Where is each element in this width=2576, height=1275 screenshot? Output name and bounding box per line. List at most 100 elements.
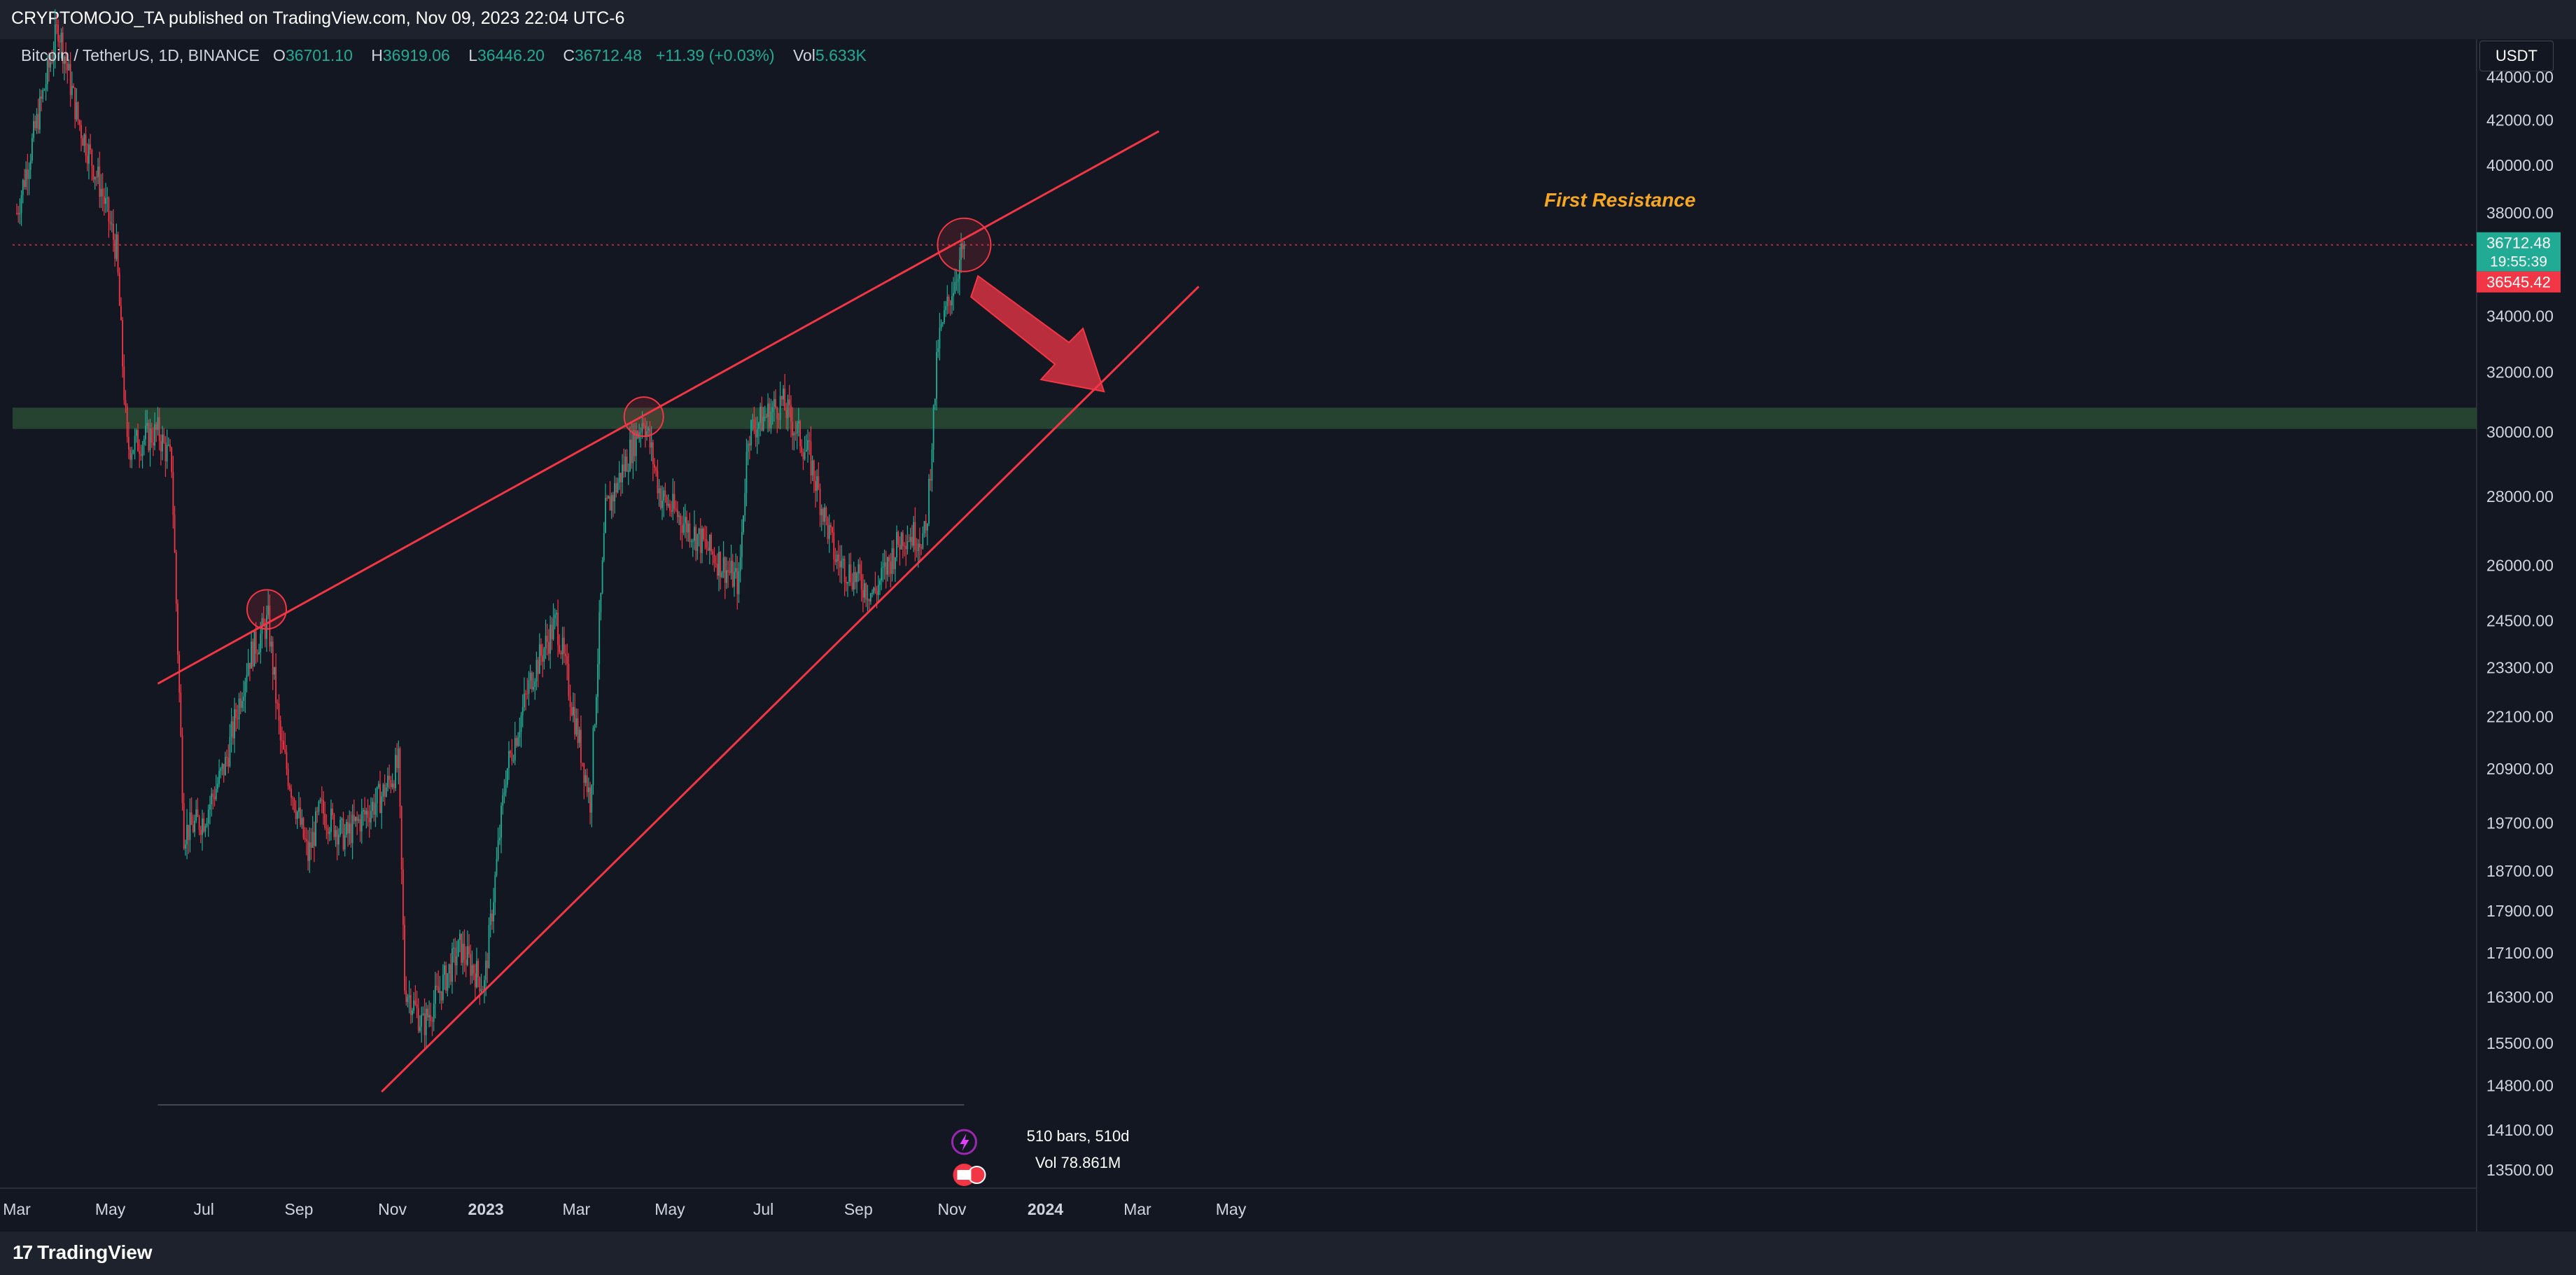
- candle-body: [771, 407, 774, 412]
- candle-body: [90, 144, 92, 150]
- candle-body: [125, 400, 127, 407]
- candle-body: [99, 166, 101, 197]
- candle-body: [744, 493, 746, 515]
- candle-body: [833, 532, 835, 559]
- candle-body: [100, 188, 102, 197]
- price-tick-label: 42000.00: [2486, 111, 2554, 130]
- candle-body: [594, 724, 596, 728]
- candle-body: [931, 450, 933, 481]
- chart-area[interactable]: [0, 39, 2576, 1232]
- candle-body: [583, 763, 585, 783]
- candle-body: [78, 120, 80, 125]
- candle-body: [543, 648, 545, 662]
- candle-body: [310, 842, 312, 848]
- candle-body: [109, 221, 111, 224]
- candle-body: [949, 300, 951, 306]
- candle-body: [637, 431, 638, 439]
- candle-body: [29, 160, 31, 170]
- candle-body: [925, 521, 927, 531]
- candle-body: [732, 560, 734, 587]
- candle-body: [379, 783, 381, 814]
- candle-body: [844, 559, 846, 583]
- candle-body: [769, 403, 771, 429]
- candle-body: [545, 636, 547, 649]
- candle-body: [103, 196, 105, 204]
- price-tick-label: 34000.00: [2486, 307, 2554, 325]
- candle-body: [372, 802, 373, 811]
- candle-body: [407, 997, 409, 1003]
- candle-body: [493, 902, 494, 921]
- candle-body: [436, 985, 438, 987]
- candle-body: [922, 533, 924, 549]
- high-label: H: [371, 46, 383, 64]
- candle-body: [920, 547, 922, 549]
- candle-body: [703, 528, 705, 540]
- candle-body: [936, 351, 937, 399]
- candle-body: [345, 822, 347, 835]
- candle-body: [626, 457, 628, 472]
- candle-body: [807, 440, 808, 450]
- candle-body: [783, 389, 784, 400]
- candle-body: [686, 517, 687, 533]
- time-tick-label: Sep: [284, 1200, 313, 1218]
- candle-body: [447, 973, 449, 991]
- candle-body: [275, 667, 277, 703]
- candle-body: [948, 296, 950, 301]
- candle-body: [591, 785, 593, 813]
- candle-body: [623, 464, 625, 472]
- flag-stripe-icon: [957, 1170, 972, 1180]
- price-tick-label: 14800.00: [2486, 1076, 2554, 1094]
- candle-body: [533, 686, 534, 690]
- candle-body: [73, 85, 74, 88]
- down-arrow-icon: [969, 274, 1105, 393]
- time-tick-label: Nov: [937, 1200, 966, 1218]
- candle-body: [276, 702, 279, 704]
- candle-body: [33, 120, 34, 139]
- candle-body: [390, 779, 392, 788]
- candle-body: [770, 412, 772, 429]
- candle-body: [529, 672, 531, 681]
- candle-body: [834, 559, 836, 562]
- candle-body: [197, 809, 199, 817]
- price-tick-label: 24500.00: [2486, 612, 2554, 630]
- candle-body: [50, 62, 52, 68]
- candle-body: [181, 735, 183, 803]
- candle-body: [746, 452, 748, 494]
- candle-body: [272, 641, 274, 675]
- candle-body: [522, 706, 524, 716]
- tradingview-logo[interactable]: 17 TradingView: [13, 1241, 153, 1264]
- candle-body: [214, 796, 216, 800]
- candle-body: [434, 985, 436, 1004]
- candle-body: [106, 197, 108, 199]
- candle-body: [667, 503, 669, 506]
- candle-body: [80, 125, 82, 139]
- currency-button[interactable]: USDT: [2479, 41, 2554, 71]
- candle-body: [799, 421, 801, 447]
- candle-body: [143, 439, 145, 445]
- candle-body: [775, 399, 776, 408]
- candle-body: [135, 430, 137, 436]
- candle-body: [568, 664, 570, 697]
- candle-body: [525, 693, 526, 695]
- candle-body: [657, 471, 659, 494]
- candle-body: [580, 730, 582, 763]
- candle-body: [183, 802, 185, 849]
- candle-body: [810, 441, 812, 476]
- candle-body: [896, 531, 897, 557]
- candle-body: [105, 197, 106, 204]
- candle-body: [923, 521, 925, 534]
- candle-body: [916, 550, 918, 551]
- candle-body: [801, 446, 803, 453]
- candle-body: [707, 548, 709, 551]
- candle-body: [195, 809, 197, 821]
- candle-body: [587, 787, 589, 793]
- candle-body: [722, 557, 724, 573]
- price-tick-label: 17900.00: [2486, 902, 2554, 920]
- candle-body: [300, 807, 302, 825]
- candle-body: [701, 528, 703, 553]
- candle-body: [937, 348, 939, 352]
- candle-body: [721, 572, 723, 578]
- candle-body: [926, 523, 928, 531]
- candle-body: [223, 763, 225, 776]
